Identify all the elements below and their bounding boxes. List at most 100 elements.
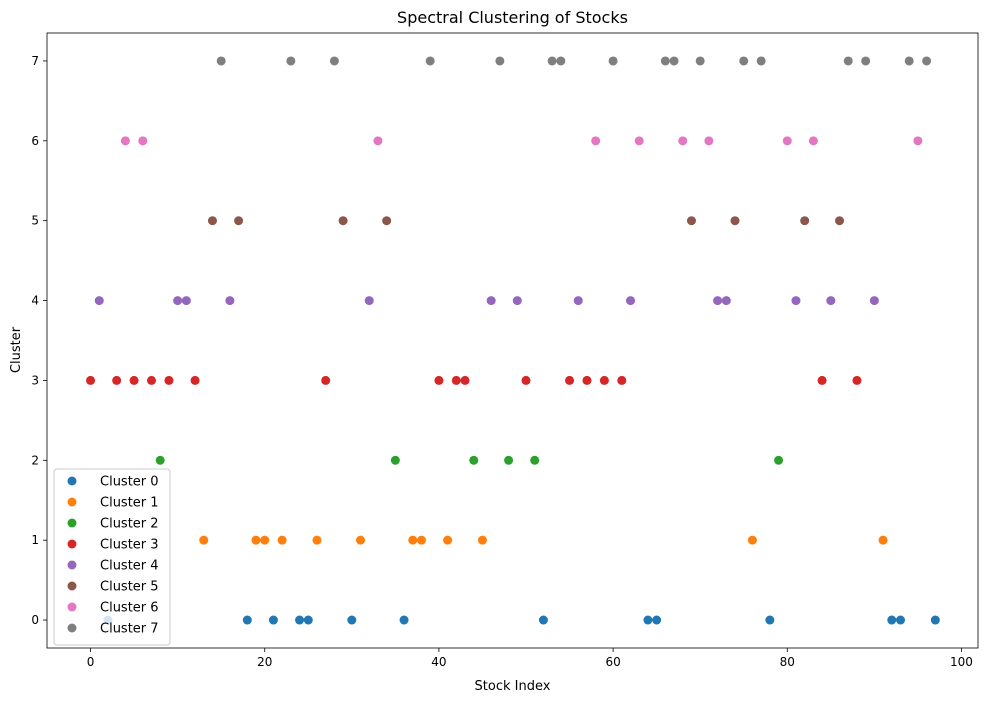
data-point-cluster-5 [338, 216, 348, 226]
legend-label: Cluster 4 [100, 559, 159, 574]
y-tick-label: 7 [31, 54, 39, 68]
data-point-cluster-7 [660, 56, 670, 66]
data-point-cluster-5 [686, 216, 696, 226]
data-point-cluster-3 [86, 375, 96, 385]
data-point-cluster-0 [538, 615, 548, 625]
data-point-cluster-7 [556, 56, 566, 66]
data-point-cluster-4 [573, 296, 583, 306]
y-tick-label: 6 [31, 134, 39, 148]
data-point-cluster-2 [504, 455, 514, 465]
data-point-cluster-3 [147, 375, 157, 385]
x-tick-label: 40 [431, 655, 446, 669]
data-point-cluster-6 [120, 136, 130, 146]
data-point-cluster-0 [268, 615, 278, 625]
data-point-cluster-6 [808, 136, 818, 146]
data-point-cluster-1 [251, 535, 261, 545]
data-point-cluster-7 [904, 56, 914, 66]
data-point-cluster-4 [225, 296, 235, 306]
data-point-cluster-3 [599, 375, 609, 385]
data-point-cluster-4 [826, 296, 836, 306]
y-tick-label: 5 [31, 214, 39, 228]
data-point-cluster-7 [922, 56, 932, 66]
data-point-cluster-4 [173, 296, 183, 306]
legend-label: Cluster 6 [100, 601, 159, 616]
chart-title: Spectral Clustering of Stocks [397, 8, 628, 27]
data-point-cluster-4 [512, 296, 522, 306]
data-point-cluster-3 [434, 375, 444, 385]
data-point-cluster-3 [817, 375, 827, 385]
data-point-cluster-0 [242, 615, 252, 625]
data-point-cluster-0 [765, 615, 775, 625]
legend-label: Cluster 1 [100, 496, 159, 511]
data-point-cluster-7 [695, 56, 705, 66]
data-point-cluster-4 [486, 296, 496, 306]
data-point-cluster-4 [869, 296, 879, 306]
data-point-cluster-6 [678, 136, 688, 146]
y-tick-label: 3 [31, 373, 39, 387]
data-point-cluster-0 [895, 615, 905, 625]
legend-box [53, 468, 171, 646]
data-point-cluster-5 [800, 216, 810, 226]
legend-label: Cluster 2 [100, 517, 159, 532]
data-point-cluster-2 [469, 455, 479, 465]
data-point-cluster-7 [286, 56, 296, 66]
data-point-cluster-1 [477, 535, 487, 545]
data-point-cluster-4 [713, 296, 723, 306]
legend-marker [67, 602, 77, 612]
x-axis-label: Stock Index [475, 679, 551, 694]
data-point-cluster-3 [112, 375, 122, 385]
data-point-cluster-7 [329, 56, 339, 66]
data-point-cluster-1 [260, 535, 270, 545]
data-point-cluster-3 [190, 375, 200, 385]
data-point-cluster-5 [835, 216, 845, 226]
data-point-cluster-6 [913, 136, 923, 146]
data-point-cluster-1 [416, 535, 426, 545]
data-point-cluster-0 [652, 615, 662, 625]
data-point-cluster-1 [878, 535, 888, 545]
data-point-cluster-3 [129, 375, 139, 385]
y-axis-label: Cluster [9, 326, 24, 373]
data-point-cluster-1 [408, 535, 418, 545]
data-point-cluster-2 [774, 455, 784, 465]
data-point-cluster-7 [843, 56, 853, 66]
data-point-cluster-7 [547, 56, 557, 66]
y-tick-label: 1 [31, 533, 39, 547]
data-point-cluster-3 [164, 375, 174, 385]
data-point-cluster-3 [617, 375, 627, 385]
plot-area: 0 20 40 60 80 100 0 1 2 3 4 5 6 7 Cluster 0 Cluster 1 Cl… [31, 32, 979, 669]
legend-label: Cluster 3 [100, 538, 159, 553]
data-point-cluster-4 [791, 296, 801, 306]
data-point-cluster-7 [608, 56, 618, 66]
data-point-cluster-6 [634, 136, 644, 146]
data-point-cluster-7 [216, 56, 226, 66]
data-point-cluster-4 [721, 296, 731, 306]
data-point-cluster-1 [356, 535, 366, 545]
data-point-cluster-5 [207, 216, 217, 226]
data-point-cluster-6 [782, 136, 792, 146]
data-point-cluster-5 [730, 216, 740, 226]
plot-frame [46, 32, 979, 649]
data-point-cluster-3 [582, 375, 592, 385]
data-point-cluster-3 [521, 375, 531, 385]
x-tick-label: 100 [950, 655, 973, 669]
legend-marker [67, 623, 77, 633]
data-point-cluster-4 [181, 296, 191, 306]
data-point-cluster-0 [643, 615, 653, 625]
data-point-cluster-3 [321, 375, 331, 385]
data-point-cluster-2 [390, 455, 400, 465]
data-point-cluster-6 [704, 136, 714, 146]
data-point-cluster-2 [155, 455, 165, 465]
legend-marker [67, 497, 77, 507]
data-point-cluster-0 [930, 615, 940, 625]
data-point-cluster-7 [425, 56, 435, 66]
y-tick-label: 2 [31, 453, 39, 467]
data-point-cluster-5 [382, 216, 392, 226]
data-point-cluster-3 [451, 375, 461, 385]
legend-label: Cluster 0 [100, 475, 159, 490]
data-point-cluster-0 [347, 615, 357, 625]
x-tick-label: 20 [257, 655, 272, 669]
data-point-cluster-1 [747, 535, 757, 545]
legend-marker [67, 476, 77, 486]
data-point-cluster-3 [565, 375, 575, 385]
